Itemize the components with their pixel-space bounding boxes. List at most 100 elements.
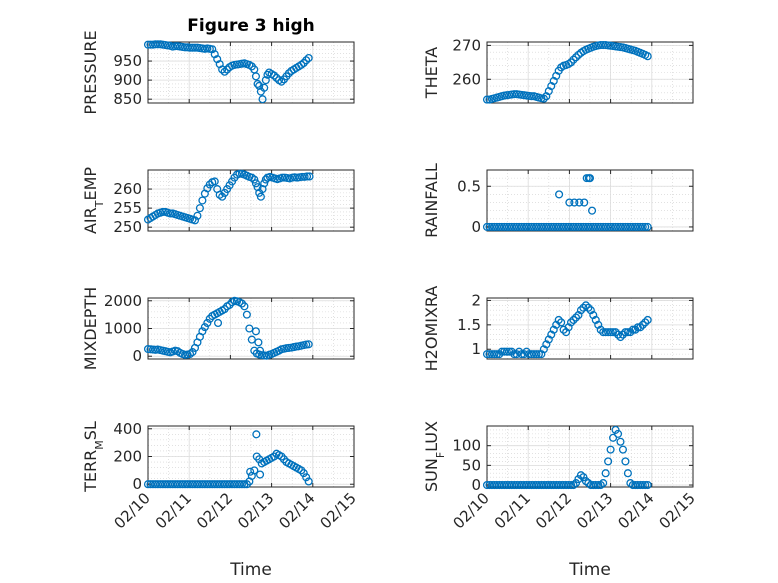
data-point: [584, 303, 593, 312]
data-point: [643, 315, 652, 325]
data-point: [621, 457, 630, 466]
data-point: [580, 198, 589, 207]
x-tick-label: 02/11: [491, 489, 534, 532]
data-point: [566, 480, 576, 490]
data-point: [554, 315, 563, 325]
data-point: [585, 174, 595, 183]
data-point: [242, 310, 251, 319]
data-point: [626, 479, 635, 488]
x-tick-label: 02/10: [111, 489, 154, 532]
data-point: [581, 477, 590, 486]
data-point: [256, 192, 265, 201]
data-point: [570, 198, 579, 207]
data-point: [539, 94, 548, 103]
x-tick-label: 02/12: [532, 489, 575, 532]
data-point: [576, 471, 585, 480]
data-point: [304, 53, 313, 63]
data-point: [255, 81, 264, 90]
data-point: [641, 480, 650, 490]
data-point: [302, 473, 311, 482]
data-point: [643, 480, 652, 490]
data-point: [584, 479, 593, 488]
x-tick-label: 02/12: [193, 489, 236, 532]
y-tick-label: 260: [452, 70, 481, 88]
x-axis-label: Time: [229, 560, 272, 580]
subplot-rainfall: 0 0.5 RAINFALL: [422, 163, 694, 238]
data-point: [190, 216, 200, 225]
data-point: [198, 196, 207, 205]
data-point: [576, 306, 585, 315]
data-point: [258, 185, 267, 194]
y-tick-label: 1: [471, 340, 481, 358]
data-point: [185, 349, 195, 359]
y-axis-label: PRESSURE: [81, 30, 100, 114]
data-point: [260, 83, 269, 92]
data-point: [581, 301, 590, 310]
data-point: [490, 350, 499, 359]
y-tick-label: 270: [452, 36, 481, 54]
data-point: [569, 480, 578, 490]
data-point: [235, 169, 244, 178]
data-point: [210, 177, 219, 186]
data-point: [250, 175, 259, 184]
y-axis-label: THETA: [422, 47, 441, 99]
data-point: [591, 480, 600, 490]
x-tick-label: 02/13: [234, 489, 277, 532]
data-point: [594, 480, 603, 490]
data-point: [638, 480, 647, 490]
y-tick-label: 0: [132, 347, 142, 365]
data-point: [299, 469, 308, 478]
y-tick-label: 950: [113, 52, 142, 70]
x-tick-label: 02/15: [656, 489, 699, 532]
data-point: [198, 327, 207, 336]
data-point: [604, 457, 613, 466]
data-point: [532, 350, 541, 359]
y-tick-label: 400: [113, 420, 142, 438]
x-tick-label: 02/14: [614, 489, 657, 532]
data-point: [606, 445, 615, 454]
y-tick-label: 260: [113, 180, 142, 198]
x-tick-label: 02/15: [317, 489, 360, 532]
data-point: [200, 323, 209, 332]
data-point: [203, 318, 212, 328]
data-point: [643, 222, 652, 231]
data-point: [565, 198, 574, 207]
data-point: [218, 65, 227, 74]
data-point: [641, 222, 650, 231]
data-point: [599, 479, 608, 488]
data-point: [609, 433, 618, 442]
y-axis-label: H2OMIXRA: [422, 286, 441, 372]
axes-frame: [486, 297, 694, 360]
data-point: [223, 65, 232, 74]
y-axis-label: RAINFALL: [422, 163, 441, 238]
axes-frame: [486, 41, 694, 104]
data-point: [253, 183, 262, 192]
y-axis-label: SUNFLUX: [422, 421, 447, 492]
y-tick-label: 0: [471, 218, 481, 236]
x-axis-label: Time: [568, 560, 611, 580]
data-point: [566, 318, 576, 327]
data-point: [284, 69, 293, 78]
data-point: [638, 222, 647, 231]
data-point: [569, 55, 578, 64]
y-tick-label: 255: [113, 199, 142, 217]
data-point: [641, 318, 650, 327]
data-point: [261, 76, 270, 85]
data-point: [606, 328, 615, 337]
data-point: [575, 198, 584, 207]
data-point: [240, 302, 249, 311]
y-tick-label: 2000: [104, 292, 142, 310]
data-point: [245, 324, 254, 333]
x-tick-label: 02/13: [573, 489, 616, 532]
data-point: [277, 77, 286, 86]
data-point: [272, 73, 281, 82]
data-point: [482, 95, 492, 104]
data-point: [190, 43, 200, 52]
data-point: [596, 480, 605, 490]
data-point: [251, 327, 260, 336]
data-point: [304, 477, 313, 486]
